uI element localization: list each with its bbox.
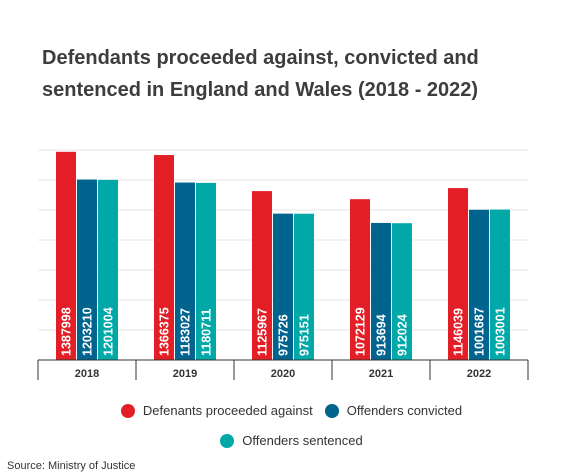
data-label: 1183027 <box>179 308 193 356</box>
data-label: 1001687 <box>473 307 487 356</box>
data-label: 1003001 <box>494 307 508 356</box>
data-label: 1180711 <box>200 309 214 356</box>
bar[interactable] <box>490 209 510 360</box>
legend-item-proceeded[interactable]: Defenants proceeded against <box>120 403 313 418</box>
x-tick-label: 2018 <box>75 368 99 380</box>
data-label: 1203210 <box>81 307 95 356</box>
bar[interactable] <box>469 209 489 360</box>
bar[interactable] <box>294 213 314 360</box>
bar[interactable] <box>448 188 468 360</box>
x-axis: 2018 2019 2020 2021 2022 <box>37 359 529 380</box>
chart-title: Defendants proceeded against, convicted … <box>42 47 479 101</box>
legend-marker-sentenced <box>220 433 235 448</box>
bar[interactable] <box>273 213 293 360</box>
data-label: 912024 <box>396 314 410 356</box>
bar[interactable] <box>371 222 391 360</box>
data-label: 1146039 <box>452 308 466 356</box>
bar[interactable] <box>98 179 118 360</box>
bar[interactable] <box>154 155 174 360</box>
legend-label-proceeded: Defenants proceeded against <box>142 403 313 418</box>
x-tick-label: 2019 <box>173 368 197 380</box>
data-label: 1201004 <box>102 307 116 356</box>
legend-marker-convicted <box>324 403 339 418</box>
bar[interactable] <box>56 151 76 360</box>
legend-item-convicted[interactable]: Offenders convicted <box>324 403 463 418</box>
legend-label-sentenced: Offenders sentenced <box>242 433 363 448</box>
source-note: Source: Ministry of Justice <box>7 460 136 472</box>
data-label: 975151 <box>298 314 312 356</box>
bar[interactable] <box>350 199 370 360</box>
bar[interactable] <box>392 223 412 360</box>
bar[interactable] <box>196 182 216 360</box>
legend-row-1: Defenants proceeded against Offenders co… <box>0 403 583 418</box>
data-label: 1387998 <box>60 307 74 356</box>
x-tick-label: 2021 <box>369 368 393 380</box>
grid-lines <box>38 149 528 331</box>
bar[interactable] <box>252 191 272 360</box>
bar[interactable] <box>77 179 97 360</box>
data-label: 1125967 <box>256 308 270 356</box>
bar-series: 1387998 1203210 1201004 1366375 1183027 11807… <box>56 151 510 360</box>
legend-marker-proceeded <box>120 403 135 418</box>
legend-item-sentenced[interactable]: Offenders sentenced <box>220 433 363 448</box>
bar-chart: 1387998 1203210 1201004 1366375 1183027 11807… <box>37 149 529 380</box>
legend-label-convicted: Offenders convicted <box>346 403 463 418</box>
legend-row-2: Offenders sentenced <box>0 433 583 448</box>
bar[interactable] <box>175 182 195 360</box>
x-tick-label: 2022 <box>467 368 491 380</box>
data-label: 975726 <box>277 314 291 356</box>
data-label: 1366375 <box>158 307 172 356</box>
data-label: 1072129 <box>354 307 368 356</box>
data-label: 913694 <box>375 314 389 356</box>
x-tick-label: 2020 <box>271 368 295 380</box>
